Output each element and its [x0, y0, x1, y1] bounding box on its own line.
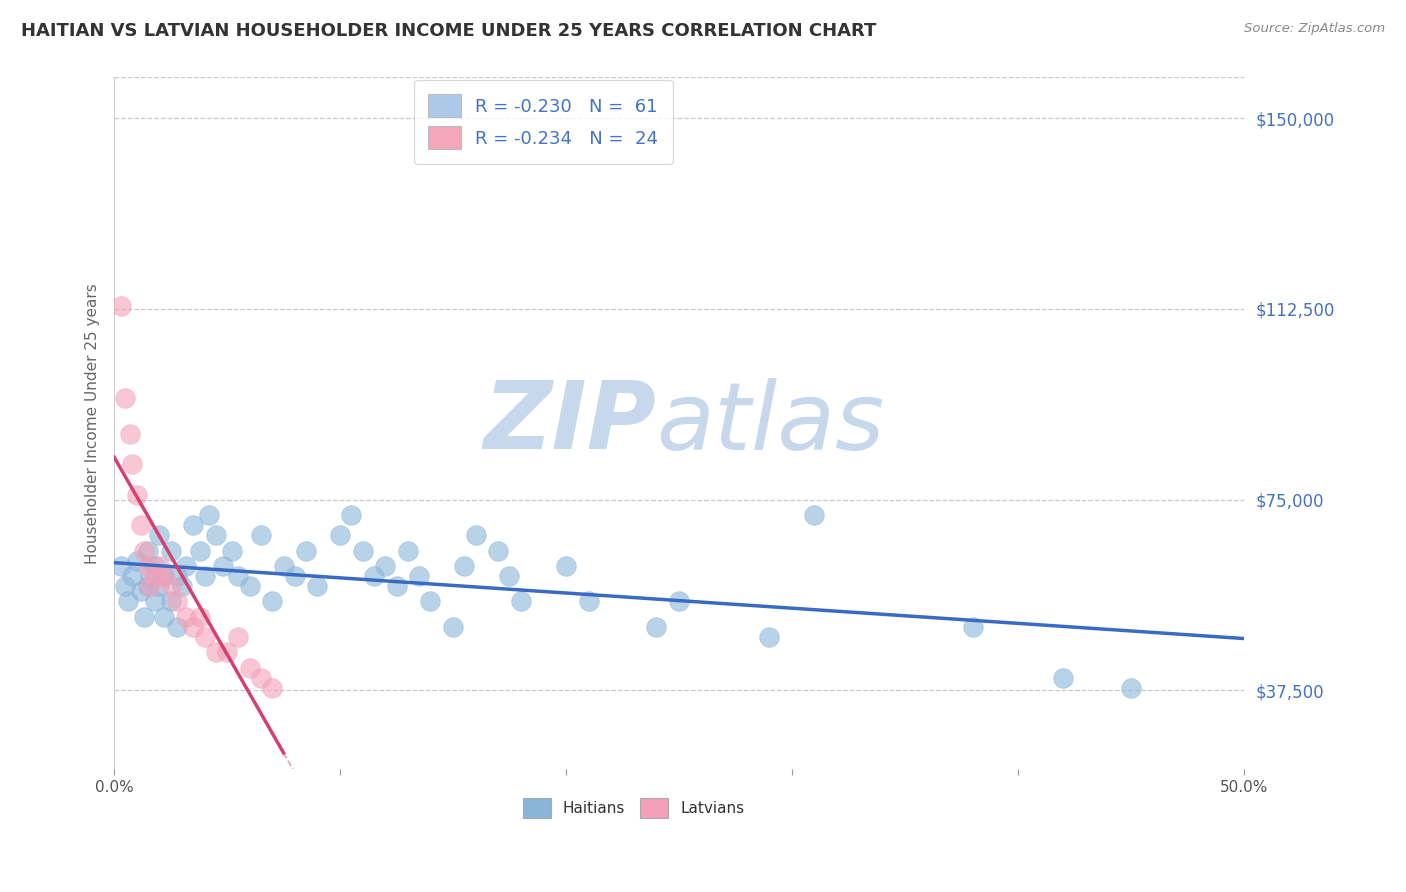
Point	[486, 543, 509, 558]
Point	[239, 579, 262, 593]
Text: Source: ZipAtlas.com: Source: ZipAtlas.com	[1244, 22, 1385, 36]
Point	[453, 558, 475, 573]
Point	[166, 594, 188, 608]
Point	[153, 569, 176, 583]
Point	[132, 543, 155, 558]
Point	[509, 594, 531, 608]
Point	[176, 558, 198, 573]
Point	[250, 528, 273, 542]
Point	[139, 579, 162, 593]
Point	[441, 620, 464, 634]
Point	[803, 508, 825, 522]
Point	[396, 543, 419, 558]
Text: HAITIAN VS LATVIAN HOUSEHOLDER INCOME UNDER 25 YEARS CORRELATION CHART: HAITIAN VS LATVIAN HOUSEHOLDER INCOME UN…	[21, 22, 876, 40]
Point	[352, 543, 374, 558]
Point	[1119, 681, 1142, 695]
Point	[273, 558, 295, 573]
Point	[962, 620, 984, 634]
Point	[385, 579, 408, 593]
Point	[121, 457, 143, 471]
Point	[181, 518, 204, 533]
Point	[555, 558, 578, 573]
Point	[668, 594, 690, 608]
Point	[419, 594, 441, 608]
Point	[143, 558, 166, 573]
Point	[143, 594, 166, 608]
Point	[110, 299, 132, 313]
Point	[170, 579, 193, 593]
Point	[121, 569, 143, 583]
Point	[188, 609, 211, 624]
Point	[295, 543, 318, 558]
Point	[139, 569, 162, 583]
Point	[193, 569, 215, 583]
Point	[159, 594, 181, 608]
Point	[129, 584, 152, 599]
Point	[211, 558, 233, 573]
Point	[262, 594, 284, 608]
Point	[198, 508, 221, 522]
Point	[205, 645, 228, 659]
Point	[136, 579, 159, 593]
Point	[340, 508, 363, 522]
Point	[307, 579, 329, 593]
Point	[176, 609, 198, 624]
Point	[363, 569, 385, 583]
Point	[148, 558, 170, 573]
Point	[114, 579, 136, 593]
Point	[228, 630, 250, 644]
Text: atlas: atlas	[657, 378, 884, 469]
Point	[117, 594, 139, 608]
Point	[645, 620, 668, 634]
Point	[143, 569, 166, 583]
Point	[193, 630, 215, 644]
Point	[262, 681, 284, 695]
Text: ZIP: ZIP	[484, 377, 657, 469]
Point	[758, 630, 780, 644]
Point	[1052, 671, 1074, 685]
Point	[159, 543, 181, 558]
Point	[114, 391, 136, 405]
Point	[464, 528, 486, 542]
Point	[153, 609, 176, 624]
Point	[188, 543, 211, 558]
Point	[408, 569, 430, 583]
Point	[153, 569, 176, 583]
Point	[159, 579, 181, 593]
Point	[578, 594, 600, 608]
Point	[148, 528, 170, 542]
Point	[129, 518, 152, 533]
Point	[217, 645, 239, 659]
Point	[239, 660, 262, 674]
Point	[374, 558, 396, 573]
Point	[110, 558, 132, 573]
Point	[136, 543, 159, 558]
Point	[221, 543, 243, 558]
Point	[118, 426, 141, 441]
Point	[498, 569, 520, 583]
Point	[148, 579, 170, 593]
Y-axis label: Householder Income Under 25 years: Householder Income Under 25 years	[86, 283, 100, 564]
Point	[181, 620, 204, 634]
Point	[250, 671, 273, 685]
Point	[228, 569, 250, 583]
Legend: Haitians, Latvians: Haitians, Latvians	[517, 792, 751, 824]
Point	[284, 569, 307, 583]
Point	[125, 487, 148, 501]
Point	[329, 528, 352, 542]
Point	[205, 528, 228, 542]
Point	[132, 609, 155, 624]
Point	[136, 558, 159, 573]
Point	[125, 554, 148, 568]
Point	[166, 620, 188, 634]
Point	[166, 569, 188, 583]
